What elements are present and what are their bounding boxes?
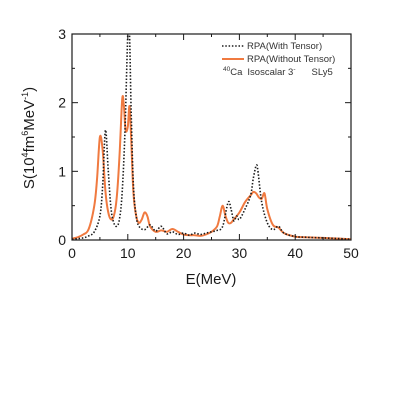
x-tick-label: 50 <box>343 245 359 261</box>
annotation-label: Isoscalar 3 <box>247 67 293 78</box>
y-axis-title-mid1: fm <box>21 136 38 153</box>
x-tick-label: 40 <box>287 245 303 261</box>
y-axis-title-end: ) <box>21 87 38 92</box>
nucleus-annotation: 40Ca Isoscalar 3- SLy5 <box>223 66 333 78</box>
y-axis-title-sup2: 6 <box>20 131 30 136</box>
legend-label-without-tensor: RPA(Without Tensor) <box>247 54 335 65</box>
series-line-with-tensor <box>72 34 351 240</box>
plot-area: 0 10 20 30 40 50 0 1 2 3 <box>58 26 359 261</box>
y-tick-label: 3 <box>58 26 66 42</box>
annotation-nucleus: Ca <box>230 67 243 78</box>
x-tick-label: 0 <box>68 245 76 261</box>
legend-label-with-tensor: RPA(With Tensor) <box>247 41 322 52</box>
annotation-superscript: - <box>293 66 295 73</box>
x-tick-label: 10 <box>120 245 136 261</box>
y-tick-label: 1 <box>58 163 66 179</box>
y-axis-title-mid2: MeV <box>21 100 38 131</box>
annotation-mass-number: 40 <box>223 66 231 73</box>
y-axis-title-base: S(10 <box>21 157 38 189</box>
y-axis-title-sup1: 4 <box>20 152 30 157</box>
y-tick-label: 2 <box>58 95 66 111</box>
y-axis-title-sup3: -1 <box>20 92 30 100</box>
x-tick-label: 30 <box>232 245 248 261</box>
y-tick-label: 0 <box>58 232 66 248</box>
annotation-force: SLy5 <box>312 67 333 78</box>
x-tick-label: 20 <box>176 245 192 261</box>
x-axis-title: E(MeV) <box>186 271 237 288</box>
svg-text:S(104fm6MeV-1): S(104fm6MeV-1) <box>20 87 38 189</box>
y-axis-title: S(104fm6MeV-1) <box>20 87 38 189</box>
legend: RPA(With Tensor) RPA(Without Tensor) <box>222 41 335 65</box>
